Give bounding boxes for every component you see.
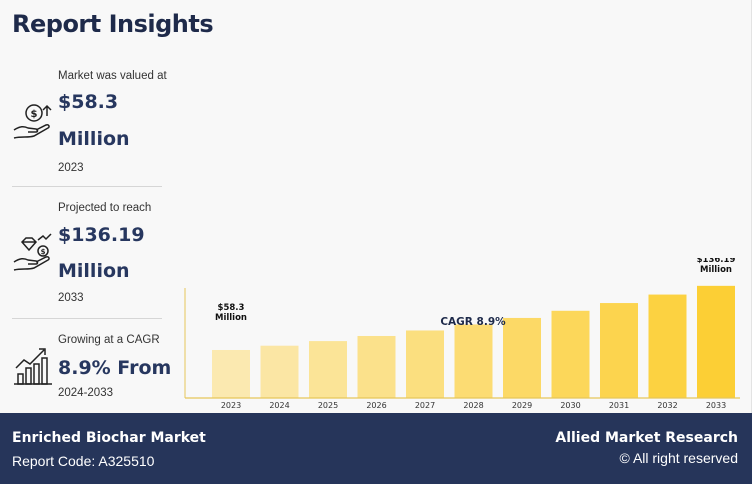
copyright: © All right reserved: [619, 450, 738, 466]
bar-2032: [648, 294, 687, 398]
bar-2026: [357, 335, 396, 398]
svg-text:$: $: [41, 248, 46, 256]
x-tick-label: 2028: [463, 401, 483, 410]
bar-growth-icon: [12, 344, 54, 386]
report-code: Report Code: A325510: [12, 453, 155, 469]
stat-year: 2033: [58, 292, 84, 304]
stat-market-value: $ Market was valued at $58.3 Million 202…: [12, 66, 167, 184]
bar-2023: [212, 349, 250, 398]
report-card: Report Insights $ Market was valued at $…: [12, 0, 752, 413]
x-tick-label: 2024: [269, 401, 289, 410]
stat-value: $58.3: [58, 91, 119, 113]
x-tick-label: 2031: [609, 401, 629, 410]
stat-value: 8.9% From: [58, 357, 172, 379]
stat-value: $136.19: [58, 224, 145, 246]
stat-label: Market was valued at: [58, 70, 167, 82]
x-tick-label: 2029: [512, 401, 532, 410]
data-label-unit: Million: [700, 265, 732, 275]
x-tick-label: 2025: [318, 401, 338, 410]
market-bar-chart: 2023 2024 2025 2026 2027 2028 2029 2030 2031 2032…: [184, 258, 740, 410]
x-tick-label: 2023: [221, 401, 241, 410]
x-tick-label: 2033: [706, 401, 726, 410]
bar-2033: [697, 285, 735, 398]
bar-2027: [406, 330, 444, 398]
stat-unit: Million: [58, 128, 130, 150]
bar-2024: [260, 345, 299, 398]
x-tick-label: 2027: [415, 401, 435, 410]
stat-label: Projected to reach: [58, 202, 152, 214]
brand-name: Allied Market Research: [555, 430, 738, 446]
bar-2030: [551, 310, 590, 398]
stat-unit: Million: [58, 260, 130, 282]
bar-2028: [454, 324, 493, 398]
stat-label: Growing at a CAGR: [58, 334, 160, 346]
stat-projected-value: $ Projected to reach $136.19 Million 203…: [12, 198, 162, 316]
bar-2031: [600, 303, 638, 398]
x-tick-label: 2030: [560, 401, 580, 410]
stat-year: 2023: [58, 162, 84, 174]
page-title: Report Insights: [12, 10, 214, 38]
bar-2025: [309, 341, 347, 398]
divider: [12, 318, 162, 319]
data-label-unit: Million: [215, 313, 247, 323]
cagr-annotation: CAGR 8.9%: [440, 316, 506, 328]
data-label-value: $58.3: [218, 303, 245, 313]
svg-text:$: $: [31, 109, 38, 120]
divider: [12, 186, 162, 187]
growth-hand-icon: $: [12, 232, 54, 274]
x-tick-label: 2026: [366, 401, 386, 410]
data-label-value: $136.19: [697, 258, 736, 265]
stat-year: 2024-2033: [58, 387, 113, 399]
market-name: Enriched Biochar Market: [12, 430, 206, 446]
bar-2029: [503, 317, 541, 398]
stat-cagr: Growing at a CAGR 8.9% From 2024-2033: [12, 330, 171, 410]
footer: Enriched Biochar Market Report Code: A32…: [0, 413, 752, 484]
x-tick-label: 2032: [657, 401, 677, 410]
money-hand-icon: $: [12, 100, 54, 142]
